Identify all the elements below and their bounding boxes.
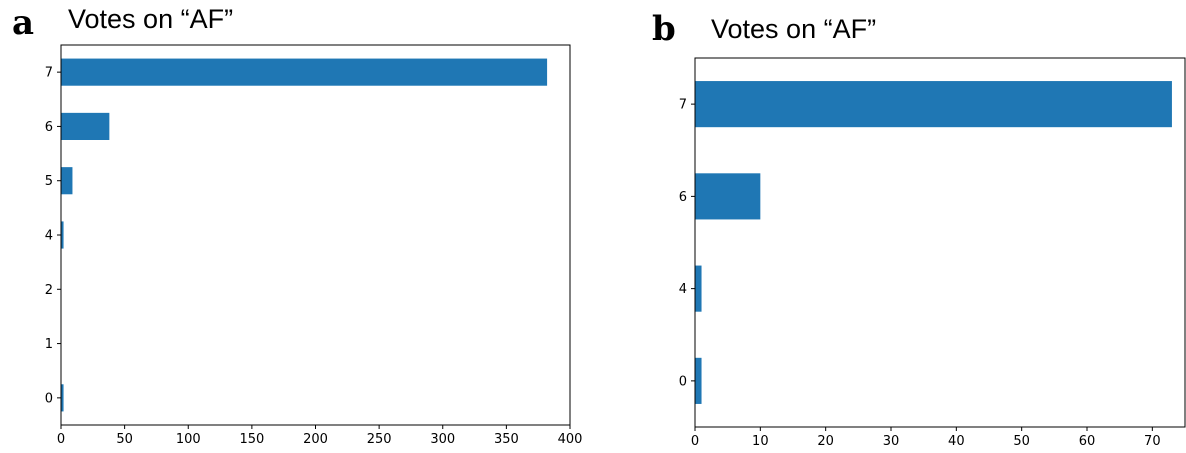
bar-7 [695, 81, 1172, 128]
x-tick-label: 50 [1013, 434, 1030, 449]
y-tick-label: 7 [45, 66, 53, 81]
bar-5 [61, 167, 73, 195]
chart-title: Votes on “AF” [68, 4, 233, 34]
y-tick-label: 6 [679, 190, 687, 205]
bar-7 [61, 58, 548, 86]
y-tick-label: 0 [45, 391, 53, 406]
x-tick-label: 40 [948, 434, 965, 449]
panel-label: a [12, 3, 34, 43]
bar-0 [695, 357, 702, 404]
bar-6 [695, 173, 761, 220]
y-tick-label: 2 [45, 283, 53, 298]
y-tick-label: 1 [45, 337, 53, 352]
bar-0 [61, 384, 64, 412]
bar-4 [61, 221, 64, 249]
bar-6 [61, 112, 110, 140]
chart-title: Votes on “AF” [711, 14, 876, 44]
x-tick-label: 400 [558, 432, 583, 447]
x-tick-label: 300 [430, 432, 455, 447]
x-tick-label: 0 [691, 434, 699, 449]
x-tick-label: 250 [367, 432, 392, 447]
plot-area: 0 1 2 4 5 6 7 0 50 100 150 200 250 300 350 400 [45, 44, 583, 447]
x-tick-label: 20 [817, 434, 834, 449]
axes-frame [60, 44, 571, 426]
y-tick-label: 4 [679, 282, 687, 297]
panel-label: b [652, 9, 676, 49]
x-tick-label: 100 [176, 432, 201, 447]
x-tick-label: 30 [883, 434, 900, 449]
x-tick-label: 150 [239, 432, 264, 447]
x-tick-label: 60 [1079, 434, 1096, 449]
y-tick-label: 4 [45, 229, 53, 244]
x-tick-label: 350 [494, 432, 519, 447]
panel-a: a Votes on “AF” 0 1 2 4 5 6 7 0 50 100 150 200 250 30… [12, 3, 582, 447]
x-tick-label: 200 [303, 432, 328, 447]
y-tick-label: 0 [679, 374, 687, 389]
bar-4 [695, 265, 702, 312]
y-tick-label: 5 [45, 174, 53, 189]
x-tick-label: 10 [752, 434, 769, 449]
x-tick-label: 70 [1144, 434, 1161, 449]
x-tick-label: 50 [116, 432, 133, 447]
x-tick-label: 0 [57, 432, 65, 447]
y-tick-label: 6 [45, 120, 53, 135]
axes-frame [694, 57, 1186, 428]
y-tick-label: 7 [679, 98, 687, 113]
